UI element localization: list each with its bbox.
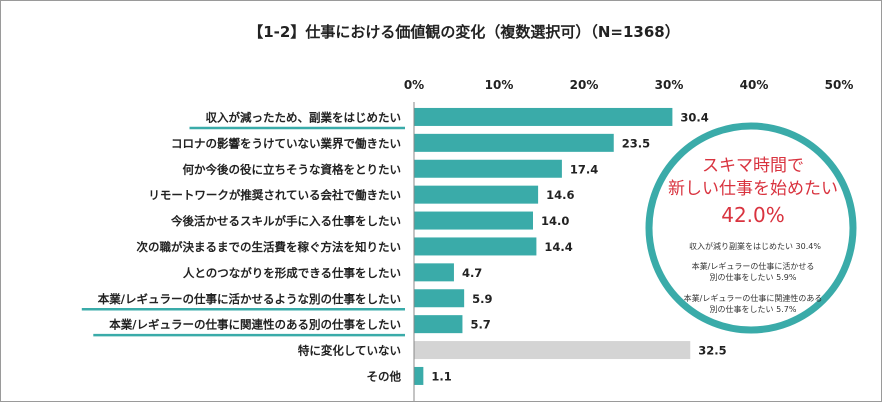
data-label: 14.6 [546,188,574,202]
x-tick-label: 20% [570,78,599,92]
data-label: 5.7 [470,318,490,332]
callout-item3-line1: 本業/レギュラーの仕事に関連性のある [684,293,823,303]
category-label: コロナの影響をうけていない業界で働きたい [171,136,401,150]
data-label: 32.5 [698,344,726,358]
bar [414,107,673,126]
bar [414,185,539,204]
chart-title: 【1-2】仕事における価値観の変化（複数選択可）（N=1368） [248,23,679,41]
category-label: 人とのつながりを形成できる仕事をしたい [183,266,401,280]
bar [414,315,463,334]
bar [414,237,537,256]
category-label: その他 [367,369,402,383]
callout-circle [645,122,857,334]
data-label: 4.7 [462,266,482,280]
x-tick-label: 40% [740,78,769,92]
callout-item3-line2: 別の仕事をしたい 5.7% [710,304,797,314]
data-label: 1.1 [431,369,451,383]
callout-item2-line1: 本業/レギュラーの仕事に活かせる [692,261,815,271]
callout: スキマ時間で 新しい仕事を始めたい 42.0% 収入が減り副業をはじめたい 30… [645,122,857,334]
bar [414,341,691,360]
data-label: 30.4 [680,110,708,124]
data-label: 5.9 [472,292,492,306]
bar [414,133,614,152]
category-label: リモートワークが推奨されている会社で働きたい [148,188,401,202]
callout-item1: 収入が減り副業をはじめたい 30.4% [689,241,821,251]
category-label: 本業/レギュラーの仕事に関連性のある別の仕事をしたい [109,318,401,332]
category-label: 次の職が決まるまでの生活費を稼ぐ方法を知りたい [137,240,402,254]
x-tick-label: 10% [485,78,514,92]
category-label: 今後活かせるスキルが手に入る仕事をしたい [170,214,401,228]
category-label: 収入が減ったため、副業をはじめたい [206,110,402,124]
x-tick-label: 0% [404,78,424,92]
callout-line1: スキマ時間で [702,156,804,176]
data-label: 17.4 [570,162,598,176]
callout-line2: 新しい仕事を始めたい [668,179,838,199]
bar [414,366,424,385]
callout-percent: 42.0% [721,203,785,227]
data-label: 23.5 [622,136,650,150]
category-label: 特に変化していない [298,344,401,358]
data-label: 14.0 [541,214,569,228]
bar [414,159,562,178]
category-label: 何か今後の役に立ちそうな資格をとりたい [183,162,402,176]
data-label: 14.4 [544,240,572,254]
x-tick-label: 30% [655,78,684,92]
bar [414,289,465,308]
bar [414,211,533,230]
callout-item2-line2: 別の仕事をしたい 5.9% [710,272,797,282]
bar [414,263,454,282]
category-label: 本業/レギュラーの仕事に活かせるような別の仕事をしたい [98,292,401,306]
x-tick-label: 50% [825,78,854,92]
